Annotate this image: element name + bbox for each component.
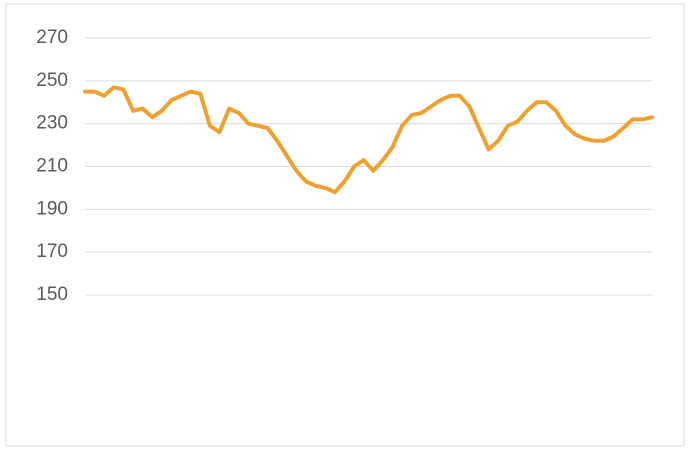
y-tick-label: 270 [36, 27, 68, 48]
chart-frame [5, 3, 685, 447]
y-tick-label: 150 [36, 284, 68, 305]
y-tick-label: 230 [36, 113, 68, 134]
y-tick-label: 170 [36, 241, 68, 262]
y-tick-label: 190 [36, 198, 68, 219]
data-line [83, 85, 654, 195]
y-tick-label: 250 [36, 70, 68, 91]
y-tick-label: 210 [36, 156, 68, 177]
